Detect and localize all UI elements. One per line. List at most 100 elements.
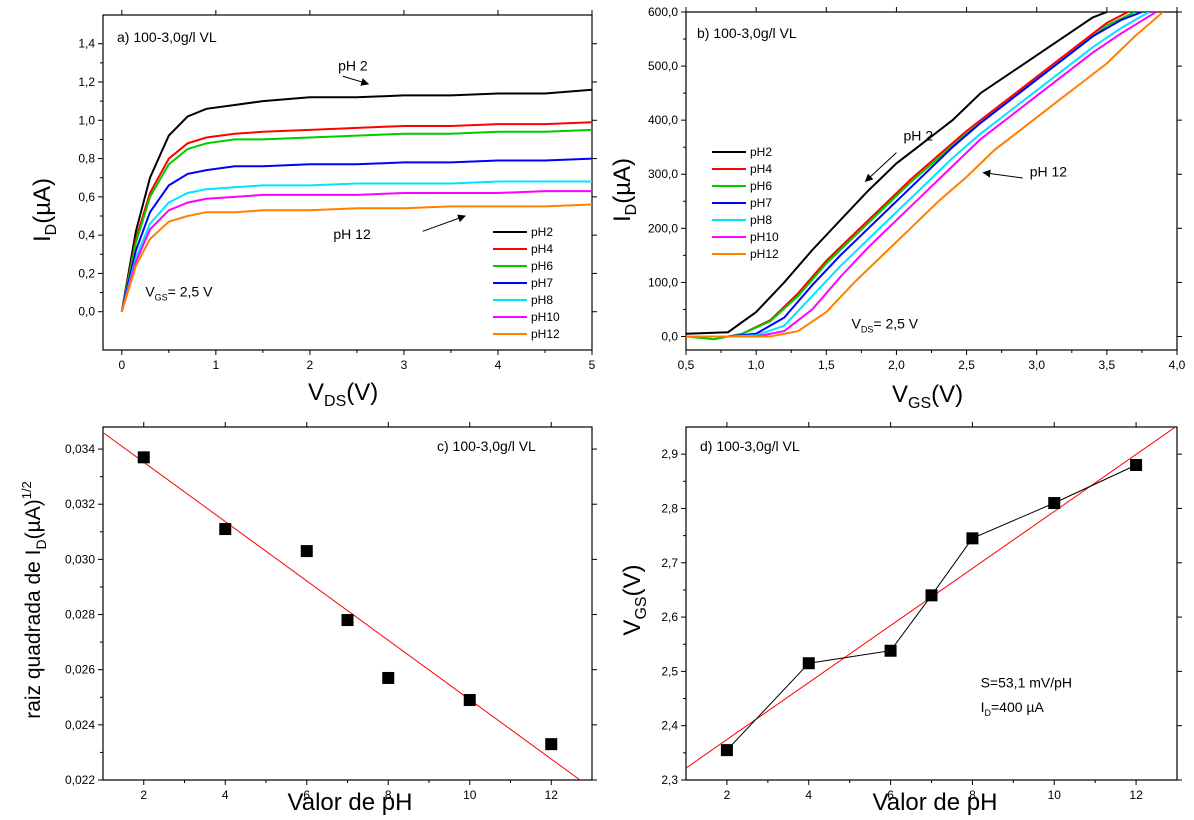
x-tick-label: 6 [303,788,310,802]
data-point [1130,459,1143,472]
panel-c-label: c) 100-3,0g/l VL [437,438,536,454]
legend-label-pH4: pH4 [531,242,553,256]
annotation: pH 12 [333,226,371,242]
annotation: VGS= 2,5 V [145,283,213,302]
legend-label-pH12: pH12 [531,327,560,341]
data-point [925,589,938,602]
y-tick-label: 0,024 [65,718,95,732]
y-tick-label: 2,4 [661,719,678,733]
annotation-arrow [342,75,370,86]
x-tick-label: 4 [222,788,229,802]
legend-label-pH8: pH8 [531,293,553,307]
data-point [137,451,150,464]
y-tick-label: 2,9 [661,447,678,461]
panel-d-ylabel: VGS(V) [619,564,650,635]
series-line-pH7 [686,12,1143,338]
chart-panel-d: 2 4 6 8 10 12 2,3 2,4 2,5 2,6 2,7 2,8 2,9 S=53,1 mV/p… [619,422,1182,816]
panel-c-xlabel: Valor de pH [288,789,413,816]
legend-label-pH2: pH2 [531,225,553,239]
annotation-arrow [982,169,1023,179]
y-tick-label: 2,5 [661,664,678,678]
plot-area [103,432,581,780]
series-line-pH10 [120,190,592,312]
data-point [300,545,313,558]
x-tick-label: 5 [589,358,596,372]
panel-d-xlabel: Valor de pH [873,789,998,816]
series-line-pH7 [120,157,592,312]
series-line-pH12 [120,203,592,312]
series-line-pH10 [686,12,1157,338]
data-point [341,614,354,627]
legend-label-pH12: pH12 [750,247,779,261]
annotation-arrow [422,214,466,232]
data-point [720,744,733,757]
series-line-pH4 [120,121,592,312]
y-tick-label: 0,2 [78,266,95,280]
plot-frame [102,426,593,781]
data-point [966,532,979,545]
x-tick-label: 2,5 [958,358,975,372]
y-tick-label: 500,0 [648,59,678,73]
x-tick-label: 3 [401,358,408,372]
series-line-pH12 [686,12,1164,338]
y-tick-label: 0,032 [65,497,95,511]
y-tick-label: 600,0 [648,5,678,19]
x-tick-label: 2 [724,788,731,802]
legend-label-pH10: pH10 [531,310,560,324]
annotation: VDS= 2,5 V [852,315,919,334]
chart-panel-a: 0 1 2 3 4 5 0,0 0,2 0,4 0,6 0,8 1,0 1,2 1,4 pH 2 pH 12 V… [29,10,597,410]
data-point [545,738,558,751]
plot-area [686,12,1164,341]
panel-b-ylabel: ID(µA) [609,158,640,222]
x-tick-label: 8 [969,788,976,802]
y-tick-label: 0,028 [65,608,95,622]
annotation: pH 2 [338,58,368,74]
x-tick-label: 1,5 [818,358,835,372]
data-point [884,644,897,657]
x-tick-label: 12 [1129,788,1143,802]
y-tick-label: 100,0 [648,275,678,289]
x-tick-label: 1,0 [748,358,765,372]
legend-label-pH4: pH4 [750,162,772,176]
x-tick-label: 2 [140,788,147,802]
y-tick-label: 1,2 [78,75,95,89]
panel-a-label: a) 100-3,0g/l VL [117,29,217,45]
data-point [463,694,476,707]
data-point [382,671,395,684]
y-tick-label: 200,0 [648,221,678,235]
panel-c-ylabel: raiz quadrada de ID(µA)1/2 [19,481,49,719]
y-tick-label: 0,6 [78,190,95,204]
chart-panel-b: 0,5 1,0 1,5 2,0 2,5 3,0 3,5 4,0 0,0 100,0 200,0 300… [609,5,1186,412]
data-point [802,657,815,670]
y-tick-label: 0,034 [65,442,95,456]
panel-b-xlabel: VGS(V) [892,381,963,412]
x-tick-label: 3,0 [1028,358,1045,372]
x-tick-label: 10 [1048,788,1062,802]
data-point [1048,497,1061,510]
panel-a-xlabel: VDS(V) [308,379,378,410]
series-line-pH8 [686,12,1150,338]
x-tick-label: 6 [887,788,894,802]
plot-area [686,427,1177,769]
y-tick-label: 0,030 [65,552,95,566]
x-tick-label: 4 [495,358,502,372]
panel-b-label: b) 100-3,0g/l VL [697,25,797,41]
panel-a-ylabel: ID(µA) [29,178,60,242]
x-tick-label: 3,5 [1099,358,1116,372]
data-point [219,523,232,536]
connect-line [726,464,1137,751]
y-tick-label: 1,0 [78,113,95,127]
x-tick-label: 12 [545,788,559,802]
x-tick-label: 0,5 [678,358,695,372]
y-tick-label: 0,8 [78,152,95,166]
annotation: pH 12 [1030,163,1068,179]
plot-area [120,88,592,312]
y-tick-label: 0,0 [78,305,95,319]
legend-label-pH7: pH7 [531,276,553,290]
series-line-pH2 [686,12,1108,335]
x-tick-label: 2,0 [888,358,905,372]
y-tick-label: 400,0 [648,113,678,127]
legend-label-pH8: pH8 [750,213,772,227]
legend-label-pH10: pH10 [750,230,779,244]
y-tick-label: 0,022 [65,773,95,787]
